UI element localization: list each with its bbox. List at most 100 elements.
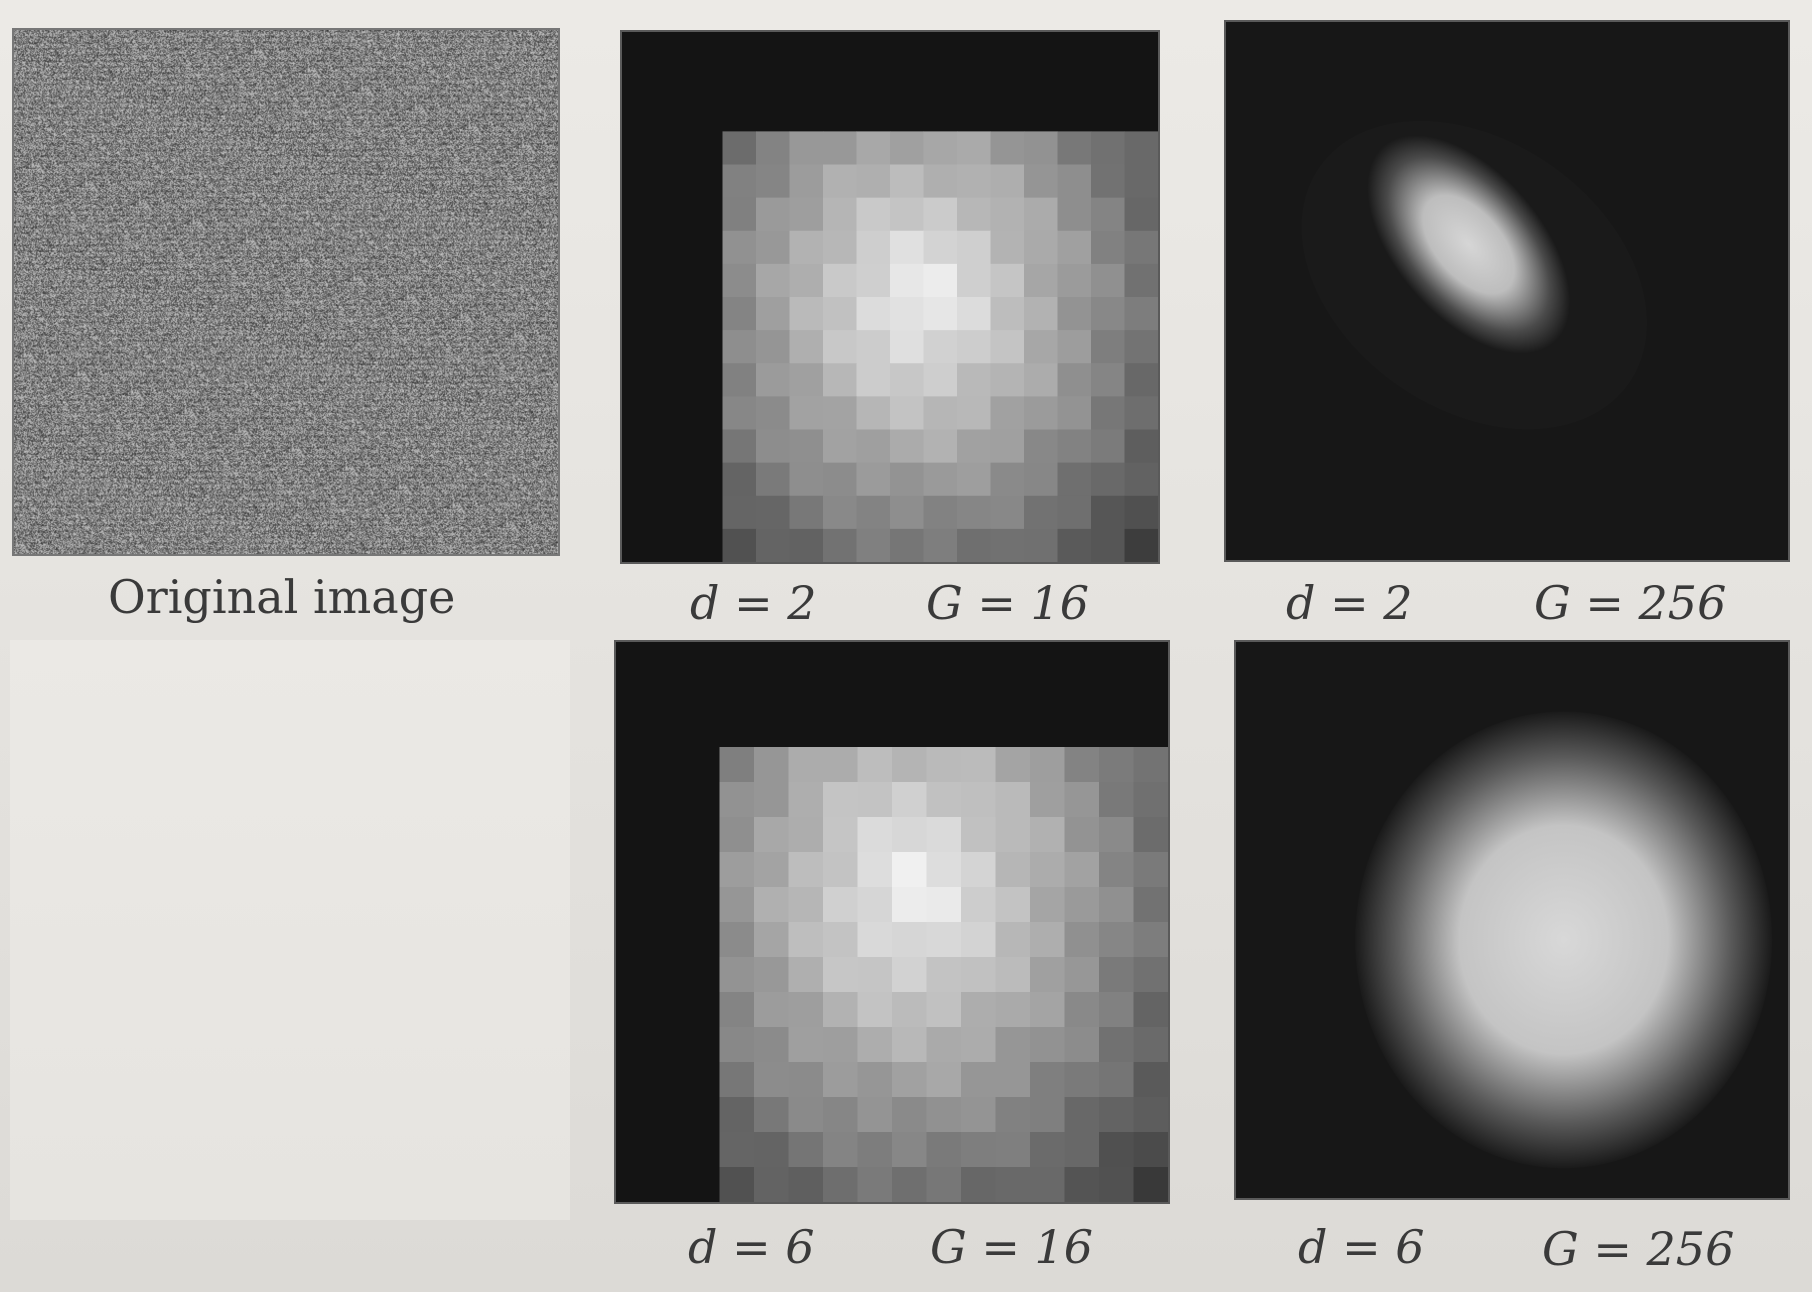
matrix-cell [823, 1132, 858, 1168]
matrix-cell [961, 1062, 996, 1098]
matrix-cell [995, 852, 1031, 888]
matrix-cell [1057, 528, 1092, 562]
matrix-cell [754, 817, 789, 853]
matrix-cell [1091, 462, 1125, 497]
matrix-cell [1030, 817, 1065, 853]
matrix-cell [789, 131, 824, 165]
matrix-cell [1133, 992, 1168, 1028]
matrix-cell [1064, 852, 1100, 888]
matrix-cell [1030, 1167, 1065, 1202]
matrix-cell [995, 1167, 1031, 1202]
matrix-cell [1030, 957, 1065, 993]
matrix-cell [823, 462, 857, 497]
matrix-cell [1133, 1132, 1168, 1168]
matrix-cell [823, 852, 858, 888]
matrix-cell [892, 992, 927, 1028]
matrix-cell [719, 1132, 755, 1168]
matrix-cell [892, 852, 927, 888]
matrix-cell [788, 817, 824, 853]
matrix-cell [1057, 297, 1092, 331]
matrix-cell [1030, 1027, 1065, 1063]
matrix-cell [788, 992, 824, 1028]
matrix-cell [1064, 1132, 1100, 1168]
matrix-cell [1091, 263, 1125, 298]
matrix-cell [961, 1167, 996, 1202]
matrix-cell [856, 330, 891, 364]
matrix-cell [995, 957, 1031, 993]
matrix-cell [857, 1097, 893, 1133]
matrix-cell [1024, 297, 1058, 331]
matrix-cell [1024, 528, 1058, 562]
matrix-cell [789, 462, 824, 497]
matrix-cell [957, 330, 991, 364]
matrix-cell [892, 922, 927, 958]
matrix-cell [823, 230, 857, 265]
matrix-cell [823, 1027, 858, 1063]
matrix-cell [1133, 1027, 1168, 1063]
matrix-cell [1024, 330, 1058, 364]
matrix-cell [857, 1027, 893, 1063]
matrix-cell [957, 197, 991, 232]
matrix-cell [823, 330, 857, 364]
g-label: G = 256 [1542, 1222, 1735, 1276]
matrix-cell [961, 957, 996, 993]
matrix-cell [719, 1062, 755, 1098]
matrix-cell [1099, 817, 1134, 853]
matrix-cell [926, 1167, 962, 1202]
matrix-cell [857, 922, 893, 958]
matrix-cell [756, 429, 790, 464]
matrix-cell [789, 297, 824, 331]
matrix-cell [926, 957, 962, 993]
matrix-cell [754, 992, 789, 1028]
g-label: G = 16 [926, 576, 1090, 630]
matrix-cell [892, 1167, 927, 1202]
matrix-cell [957, 462, 991, 497]
matrix-cell [1091, 495, 1125, 530]
matrix-cell [1064, 957, 1100, 993]
matrix-cell [1124, 462, 1158, 497]
matrix-cell [1133, 887, 1168, 923]
matrix-cell [995, 782, 1031, 818]
matrix-cell [926, 992, 962, 1028]
matrix-cell [789, 528, 824, 562]
matrix-cell [1099, 922, 1134, 958]
matrix-cell [789, 330, 824, 364]
matrix-cell [856, 495, 891, 530]
matrix-cell [1057, 396, 1092, 430]
matrix-cell [722, 528, 757, 562]
matrix-cell [1057, 363, 1092, 397]
matrix-cell [961, 887, 996, 923]
matrix-cell [1064, 1097, 1100, 1133]
matrix-cell [1124, 164, 1158, 199]
matrix-cell [961, 782, 996, 818]
matrix-cell [892, 1097, 927, 1133]
matrix-cell [789, 230, 824, 265]
matrix-cell [1091, 131, 1125, 165]
matrix-cell [823, 747, 858, 783]
matrix-cell [823, 363, 857, 397]
matrix-cell [722, 197, 757, 232]
matrix-cell [1091, 528, 1125, 562]
matrix-cell [1099, 992, 1134, 1028]
matrix-cell [1057, 263, 1092, 298]
matrix-cell [892, 1132, 927, 1168]
matrix-cell [823, 197, 857, 232]
matrix-cell [1024, 263, 1058, 298]
matrix-cell [1133, 817, 1168, 853]
blocky-matrix-d2 [622, 32, 1158, 562]
matrix-cell [823, 396, 857, 430]
matrix-cell [754, 1132, 789, 1168]
texture-canvas [14, 30, 558, 554]
matrix-cell [1133, 747, 1168, 783]
matrix-cell [1057, 495, 1092, 530]
original-image-caption: Original image [108, 570, 456, 624]
matrix-cell [788, 1167, 824, 1202]
matrix-cell [990, 263, 1025, 298]
matrix-cell [823, 495, 857, 530]
matrix-cell [926, 1027, 962, 1063]
matrix-cell [823, 131, 857, 165]
matrix-cell [990, 297, 1025, 331]
matrix-cell [892, 817, 927, 853]
matrix-cell [995, 1132, 1031, 1168]
matrix-cell [756, 363, 790, 397]
